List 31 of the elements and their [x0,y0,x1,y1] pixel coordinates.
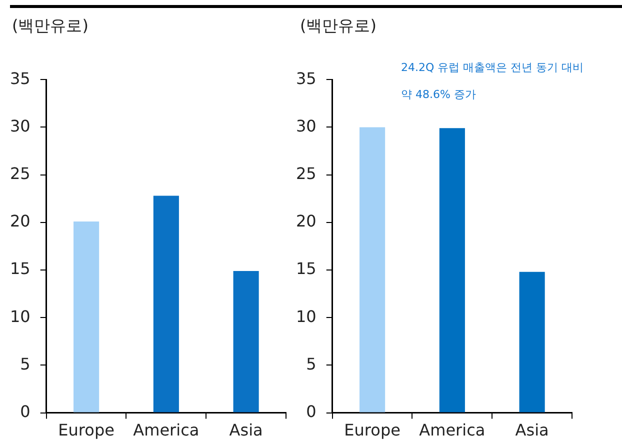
y-axis-title: (백만유로) [12,16,88,37]
y-tick-label: 35 [296,68,316,88]
y-tick-label: 30 [296,116,316,136]
x-tick-label: Europe [344,420,400,440]
bar [519,272,545,412]
y-tick-label: 10 [10,306,30,326]
y-tick-label: 25 [10,164,30,183]
y-tick-label: 10 [296,306,316,326]
x-tick-label: Asia [229,420,263,440]
y-tick-label: 15 [10,259,30,278]
bar [74,221,100,412]
x-tick-label: America [419,420,486,440]
bar [153,196,179,412]
y-axis-title: (백만유로) [300,16,376,37]
bar [439,128,465,412]
x-tick-label: America [133,420,200,440]
y-tick-label: 5 [306,354,316,374]
y-tick-label: 0 [20,402,30,421]
y-tick-label: 35 [10,68,30,88]
y-tick-label: 0 [306,402,316,421]
y-tick-label: 5 [20,354,30,374]
x-tick-label: Asia [515,420,549,440]
y-tick-label: 30 [10,116,30,136]
text: 24.2Q 유럽 매출액은 전년 동기 대비 약 48.6% 증가 [401,61,584,101]
y-tick-label: 20 [10,212,30,231]
bar [233,270,259,412]
y-tick-label: 20 [296,212,316,231]
bar [360,127,386,412]
y-tick-label: 25 [296,164,316,183]
x-tick-label: Europe [58,420,114,440]
y-tick-label: 15 [296,259,316,278]
